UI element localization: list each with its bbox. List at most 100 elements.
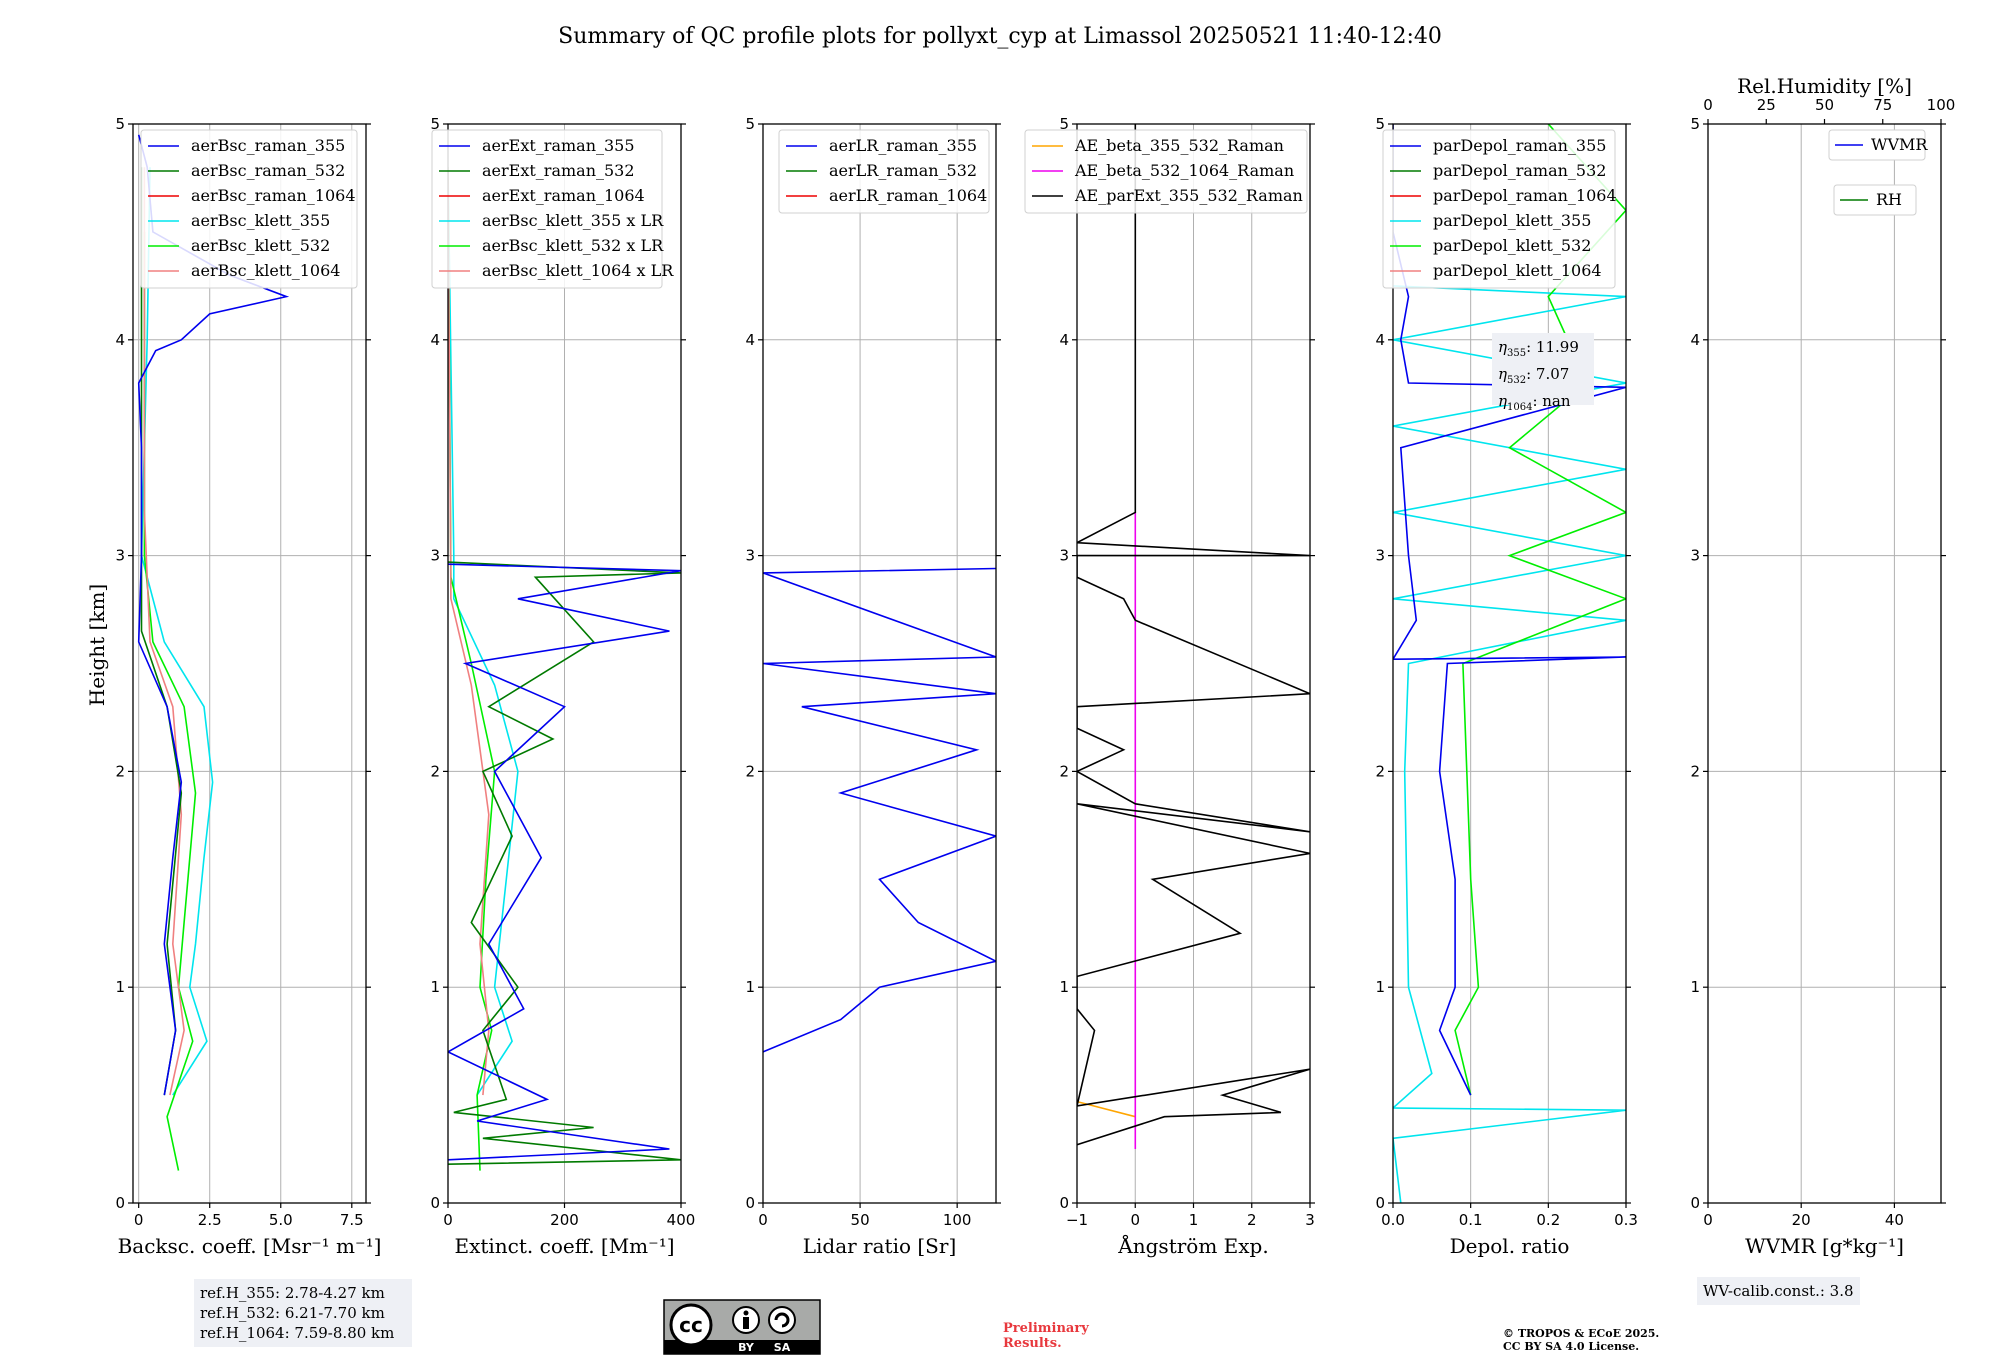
ytick-label-ext-0: 0	[430, 1194, 440, 1212]
by-person-body	[743, 1317, 749, 1329]
xtick-label-depol-0: 0.0	[1381, 1211, 1405, 1229]
eta-532-line: η532: 7.07	[1498, 365, 1570, 386]
series-aerLR_raman_355	[763, 567, 996, 1053]
legend-label-bsc-3: aerBsc_klett_355	[191, 211, 330, 230]
xtick-label-ext-2: 400	[667, 1211, 696, 1229]
eta-355-line: η355: 11.99	[1498, 338, 1579, 359]
legend-label-ext-1: aerExt_raman_532	[482, 161, 635, 180]
xtick-label-ae-4: 3	[1305, 1211, 1315, 1229]
xtick-label-wv-2: 40	[1885, 1211, 1904, 1229]
ytick-label-ext-4: 4	[430, 331, 440, 349]
xtick-label-depol-2: 0.2	[1536, 1211, 1560, 1229]
series-aerBsc_klett_532 x LR	[448, 167, 496, 1171]
sa-share-arrow	[774, 1312, 790, 1328]
eta-1064-line: η1064: nan	[1498, 392, 1571, 413]
series-parDepol_klett_532	[1454, 124, 1626, 1096]
legend-label-depol-2: parDepol_raman_1064	[1433, 186, 1617, 205]
series-aerBsc_klett_1064	[143, 167, 185, 1096]
ytick-label-ext-1: 1	[430, 978, 440, 996]
legend-label-lr-2: aerLR_raman_1064	[829, 186, 987, 205]
eta-annotation-box: η355: 11.99 η532: 7.07 η1064: nan	[1492, 333, 1594, 413]
legend-box-ext	[431, 129, 663, 289]
xtick-label-ae-2: 1	[1189, 1211, 1199, 1229]
top-xtick-label-0: 0	[1703, 96, 1713, 114]
ytick-label-bsc-3: 3	[115, 547, 125, 565]
legend-label-depol-3: parDepol_klett_355	[1433, 211, 1591, 230]
legend-label-wv-1: RH	[1876, 190, 1902, 209]
xtick-label-lr-2: 100	[943, 1211, 972, 1229]
ytick-label-bsc-1: 1	[115, 978, 125, 996]
wv-calib-box: WV-calib.const.: 3.8	[1697, 1277, 1860, 1305]
cc-license-badge: cc BY SA	[663, 1299, 821, 1355]
series-aerBsc_klett_532	[143, 231, 197, 1171]
series-parDepol_klett_355	[1393, 285, 1626, 1203]
legend-label-ae-0: AE_beta_355_532_Raman	[1074, 136, 1284, 155]
ytick-label-bsc-5: 5	[115, 115, 125, 133]
legend-label-depol-5: parDepol_klett_1064	[1433, 261, 1602, 280]
series-group-ae	[1077, 124, 1310, 1149]
xtick-label-ae-0: −1	[1066, 1211, 1088, 1229]
series-aerExt_raman_532	[448, 561, 681, 1165]
ytick-label-lr-2: 2	[745, 762, 755, 780]
top-xtick-label-3: 75	[1873, 96, 1892, 114]
xtick-label-bsc-3: 7.5	[340, 1211, 364, 1229]
xtick-label-wv-1: 20	[1792, 1211, 1811, 1229]
panel-lr: 0 50 100 0 1 2 3 4 5 Lidar ratio [Sr] aerLR_raman_…	[745, 115, 1001, 1258]
xtick-label-ext-1: 200	[550, 1211, 579, 1229]
xtick-label-bsc-0: 0	[134, 1211, 144, 1229]
ytick-label-depol-5: 5	[1375, 115, 1385, 133]
axes-frame-depol	[1392, 123, 1627, 1204]
x-axis-label-ae: Ångström Exp.	[1117, 1233, 1268, 1258]
legend-box-bsc	[140, 129, 358, 289]
series-aerBsc_klett_1064 x LR	[448, 167, 490, 1096]
cc-by-text: BY	[738, 1341, 755, 1354]
ref-height-532: ref.H_532: 6.21-7.70 km	[200, 1304, 385, 1322]
legend-label-depol-4: parDepol_klett_532	[1433, 236, 1591, 255]
y-axis-label: Height [km]	[85, 584, 109, 706]
preliminary-results-label: Preliminary Results.	[1003, 1321, 1089, 1351]
legend-label-ext-4: aerBsc_klett_532 x LR	[482, 236, 664, 255]
legend-label-depol-0: parDepol_raman_355	[1433, 136, 1606, 155]
top-xtick-label-4: 100	[1927, 96, 1956, 114]
axes-frame-lr	[762, 123, 997, 1204]
ytick-label-bsc-2: 2	[115, 762, 125, 780]
legend-label-ae-2: AE_parExt_355_532_Raman	[1074, 186, 1303, 205]
axes-frame-bsc	[132, 123, 367, 1204]
ytick-label-wv-5: 5	[1690, 115, 1700, 133]
legend-box-wv-1	[1833, 184, 1917, 216]
legend-label-wv-0: WVMR	[1871, 135, 1928, 154]
figure-title: Summary of QC profile plots for pollyxt_…	[558, 24, 1442, 49]
series-group-ext	[448, 167, 681, 1171]
x-axis-label-lr: Lidar ratio [Sr]	[803, 1234, 957, 1258]
by-person-head	[743, 1310, 749, 1316]
series-group-bsc	[137, 134, 290, 1171]
ytick-label-wv-4: 4	[1690, 331, 1700, 349]
legend-box-lr	[778, 129, 990, 214]
legend-label-bsc-0: aerBsc_raman_355	[191, 136, 345, 155]
sa-share-icon	[768, 1306, 796, 1334]
legend-label-ext-3: aerBsc_klett_355 x LR	[482, 211, 664, 230]
ytick-label-ae-5: 5	[1059, 115, 1069, 133]
legend-label-bsc-5: aerBsc_klett_1064	[191, 261, 340, 280]
panel-ext: 0 200 400 0 1 2 3 4 5 Extinct. coeff. [Mm⁻¹] aerEx…	[430, 115, 695, 1258]
series-aerBsc_klett_355	[140, 167, 214, 1096]
x-axis-label-depol: Depol. ratio	[1450, 1234, 1570, 1258]
series-aerExt_raman_355	[448, 563, 681, 1161]
xtick-label-lr-1: 50	[851, 1211, 870, 1229]
top-xtick-label-1: 25	[1757, 96, 1776, 114]
ytick-label-ae-0: 0	[1059, 1194, 1069, 1212]
legend-label-ext-2: aerExt_raman_1064	[482, 186, 645, 205]
ytick-label-depol-1: 1	[1375, 978, 1385, 996]
xtick-label-depol-1: 0.1	[1459, 1211, 1483, 1229]
xtick-label-wv-0: 0	[1703, 1211, 1713, 1229]
ytick-label-wv-0: 0	[1690, 1194, 1700, 1212]
top-x-axis-label: Rel.Humidity [%]	[1737, 74, 1912, 98]
xtick-label-lr-0: 0	[758, 1211, 768, 1229]
legend-box-wv-0	[1828, 129, 1926, 161]
x-axis-label-ext: Extinct. coeff. [Mm⁻¹]	[454, 1234, 674, 1258]
legend-label-depol-1: parDepol_raman_532	[1433, 161, 1606, 180]
ytick-label-lr-3: 3	[745, 547, 755, 565]
ytick-label-lr-5: 5	[745, 115, 755, 133]
